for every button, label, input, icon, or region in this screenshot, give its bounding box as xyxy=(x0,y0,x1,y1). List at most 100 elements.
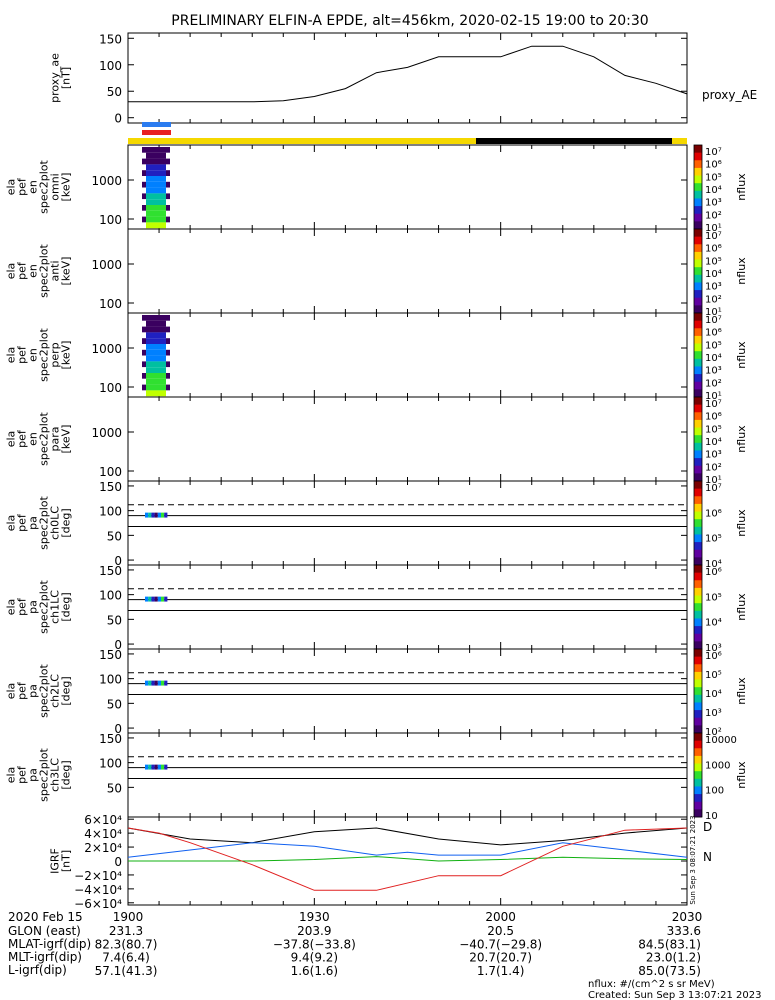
pa-cell xyxy=(161,764,165,770)
ylabel-line: pef xyxy=(16,261,29,280)
ylabel-line: [keV] xyxy=(60,341,73,370)
spectrogram-cell xyxy=(154,367,158,373)
spectrogram-cell xyxy=(150,344,154,350)
orbit-bar-sunlit xyxy=(128,138,476,144)
colorbar-tick-label: 10⁶ xyxy=(705,508,722,519)
y-tick-label: 150 xyxy=(99,480,122,494)
spectrogram-cell xyxy=(150,384,154,391)
spectrogram-cell xyxy=(158,158,162,165)
colorbar-tick-label: 10² xyxy=(705,210,722,221)
colorbar-tick-label: 10¹ xyxy=(705,307,722,318)
ylabel-line: pef xyxy=(16,513,29,532)
y-tick-label: 0 xyxy=(114,638,122,652)
colorbar-segment xyxy=(694,183,702,192)
colorbar-segment xyxy=(694,412,702,421)
legend-n: N xyxy=(703,850,712,864)
y-tick-label: 1000 xyxy=(91,342,122,356)
spectrogram-cell xyxy=(158,378,162,385)
spectrogram-cell xyxy=(146,390,150,397)
panel-frame-4 xyxy=(127,396,688,482)
spectrogram-cell xyxy=(166,344,170,350)
colorbar-segment xyxy=(694,450,702,459)
spectrogram-cell xyxy=(142,216,146,223)
spectrogram-cell xyxy=(154,384,158,391)
spectrogram-cell xyxy=(158,390,162,397)
spectrogram-cell xyxy=(158,326,162,333)
spectrogram-cell xyxy=(166,210,170,217)
spectrogram-cell xyxy=(142,384,146,391)
colorbar-segment xyxy=(694,328,702,337)
pa-cell xyxy=(154,596,158,602)
spectrogram-cell xyxy=(150,158,154,165)
spectrogram-cell xyxy=(158,205,162,211)
colorbar-label: nflux xyxy=(735,593,748,621)
ylabel-line: IGRF xyxy=(49,848,62,874)
spectrogram-cell xyxy=(166,326,170,333)
ylabel-line: pef xyxy=(16,597,29,616)
spectrogram-cell xyxy=(158,176,162,182)
x-axis-annotations: 2020 Feb 15 GLON (east) MLAT-igrf(dip) M… xyxy=(8,910,702,978)
spectrogram-cell xyxy=(154,205,158,211)
colorbar-segment xyxy=(694,809,702,818)
spectrogram-cell xyxy=(150,390,154,397)
colorbar-segment xyxy=(694,465,702,474)
colorbar-label-group: nflux xyxy=(735,257,748,285)
ylabel-line: ch2LC xyxy=(49,674,62,708)
proxy-ae-line xyxy=(128,45,688,103)
pa-cell xyxy=(164,596,168,602)
colorbar-segment xyxy=(694,267,702,276)
ylabel-line: [keV] xyxy=(60,425,73,454)
ylabel-line: ela xyxy=(5,767,18,784)
colorbar-segment xyxy=(694,549,702,558)
colorbar-tick-label: 10³ xyxy=(705,366,722,377)
spectrogram-cell xyxy=(154,199,158,205)
y-tick-label: 100 xyxy=(99,297,122,311)
spectrogram-cell xyxy=(162,378,166,385)
spectrogram-cell xyxy=(162,158,166,165)
colorbar-label: nflux xyxy=(735,677,748,705)
igrf-series-2 xyxy=(128,856,688,862)
y-tick-label: 1000 xyxy=(91,174,122,188)
y-tick-label: −6×10⁴ xyxy=(74,897,122,911)
spectrogram-cell xyxy=(154,344,158,350)
spectrogram-cell xyxy=(166,181,170,188)
ylabel-line: pef xyxy=(16,429,29,448)
ylabel-line: [deg] xyxy=(60,676,73,705)
spectrogram-cell xyxy=(162,164,166,171)
panel-frame-5 xyxy=(127,480,688,566)
colorbar-segment xyxy=(694,236,702,245)
spectrogram-cell xyxy=(158,384,162,391)
colorbar-segment xyxy=(694,427,702,436)
colorbar-segment xyxy=(694,671,702,681)
colorbar-segment xyxy=(694,679,702,688)
colorbar-tick-label: 10⁷ xyxy=(705,147,722,158)
colorbar-tick-label: 10⁵ xyxy=(705,534,722,545)
panel-frame-7 xyxy=(127,648,688,734)
x-tick-label: 1930 xyxy=(299,910,330,924)
colorbar-segment xyxy=(694,435,702,444)
colorbar-segment xyxy=(694,610,702,619)
colorbar-tick-label: 10¹ xyxy=(705,391,722,402)
colorbar-tick-label: 10⁴ xyxy=(705,559,722,570)
y-tick-label: 4×10⁴ xyxy=(84,827,122,841)
y-tick-label: 100 xyxy=(99,505,122,519)
spectrogram-cell xyxy=(162,367,166,373)
colorbar-tick-label: 10⁷ xyxy=(705,483,722,494)
spectrogram-cell xyxy=(142,326,146,333)
colorbar-segment xyxy=(694,664,702,673)
panel-8-ticks xyxy=(127,733,688,817)
spectrogram-cell xyxy=(150,315,154,321)
colorbar-segment xyxy=(694,626,702,635)
spectrogram-cell xyxy=(158,332,162,339)
pa-cell xyxy=(154,512,158,518)
spectrogram-cell xyxy=(142,378,146,385)
spectrogram-cell xyxy=(158,147,162,153)
xaxis-value: 9.4(9.2) xyxy=(291,951,339,965)
colorbar-segment xyxy=(694,572,702,581)
spectrogram-cell xyxy=(162,187,166,194)
y-tick-label: 150 xyxy=(99,32,122,46)
